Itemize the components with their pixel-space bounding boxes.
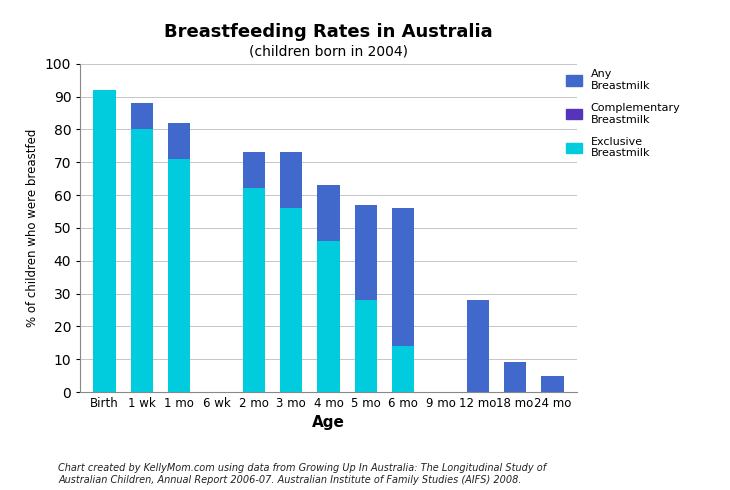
Text: Breastfeeding Rates in Australia: Breastfeeding Rates in Australia	[164, 23, 493, 41]
Bar	[242, 152, 265, 392]
Bar	[131, 129, 153, 392]
Bar	[242, 189, 265, 392]
Text: (children born in 2004): (children born in 2004)	[249, 45, 408, 58]
Bar	[168, 159, 191, 392]
Bar	[318, 241, 339, 392]
Bar	[93, 90, 116, 392]
Bar	[168, 123, 191, 392]
Bar	[392, 208, 415, 392]
Bar	[355, 205, 377, 392]
Bar	[466, 300, 489, 392]
Text: Chart created by KellyMom.com using data from Growing Up In Australia: The Longi: Chart created by KellyMom.com using data…	[58, 463, 547, 485]
Y-axis label: % of children who were breastfed: % of children who were breastfed	[26, 129, 39, 327]
Bar	[280, 208, 302, 392]
Bar	[541, 375, 564, 392]
Bar	[355, 300, 377, 392]
Bar	[280, 152, 302, 392]
Bar	[131, 103, 153, 392]
Bar	[93, 90, 116, 392]
Bar	[392, 346, 415, 392]
Legend: Any
Breastmilk, Complementary
Breastmilk, Exclusive
Breastmilk: Any Breastmilk, Complementary Breastmilk…	[566, 69, 680, 158]
Bar	[318, 185, 339, 392]
Bar	[504, 363, 526, 392]
X-axis label: Age: Age	[312, 416, 345, 430]
